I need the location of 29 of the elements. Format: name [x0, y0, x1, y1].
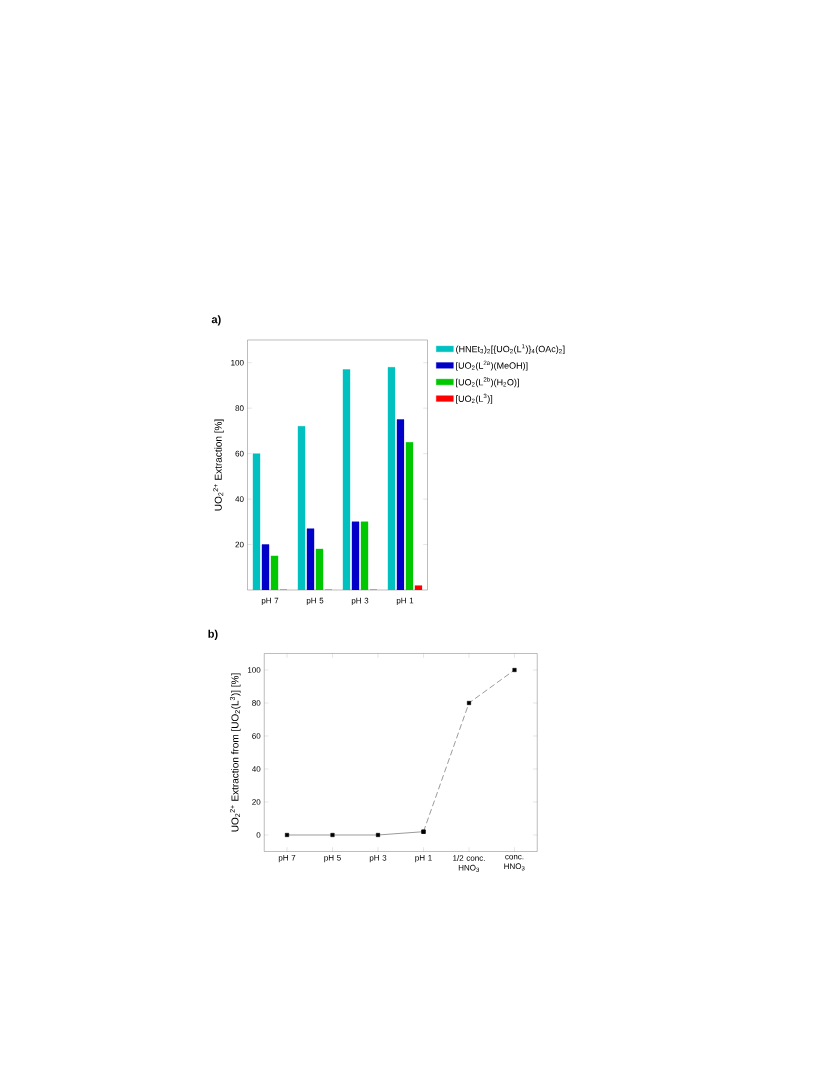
chart-title: a) [211, 315, 221, 326]
y-tick-label: 40 [252, 766, 261, 772]
chart-title: b) [208, 629, 218, 640]
x-tick-label: pH 3 [369, 855, 387, 863]
y-axis-title: UO$_{2}$$^{2+}$ Extraction from [UO$_{2}$(L$^{3}$)] [%] [229, 673, 241, 832]
y-tick-label: 100 [247, 667, 261, 673]
x-tick-label: 1/2 conc. HNO$_{3}$ [453, 855, 485, 872]
y-tick-label: 60 [235, 450, 244, 457]
x-tick-label: pH 7 [278, 855, 296, 863]
legend-label: [UO$_{2}$(L$^{2a}$)(MeOH)] [456, 360, 528, 371]
text: (HNEt$_{3}$)$_{2}$[{UO$_{2}$(L$^{1}$)}$_{4}$(OAc)$_{2}$] [456, 344, 565, 355]
y-tick-label: 60 [252, 733, 261, 739]
x-tick-label: conc. HNO$_{3}$ [504, 855, 525, 871]
x-tick-label: pH 5 [306, 597, 324, 605]
x-tick-label: pH 1 [415, 855, 432, 863]
x-tick-label: pH 3 [351, 597, 369, 606]
y-tick-label: 100 [231, 359, 244, 366]
legend-label: [UO$_{2}$(L$^{2b}$)(H$_{2}$O)] [456, 377, 519, 388]
y-tick-label: 20 [252, 799, 261, 805]
x-tick-label: pH 7 [261, 597, 279, 605]
y-tick-label: 80 [252, 700, 261, 706]
y-tick-label: 0 [256, 832, 261, 838]
y-tick-label: 80 [235, 405, 244, 411]
y-tick-label: 40 [235, 496, 244, 502]
y-axis-title: UO$_{2}$$^{2+}$ Extraction [%] [213, 419, 224, 511]
y-tick-label: 20 [235, 541, 244, 548]
x-tick-label: pH 5 [324, 855, 341, 863]
x-tick-label: pH 1 [396, 597, 414, 605]
legend-label: [UO$_{2}$(L$^{3}$)] [456, 393, 493, 404]
